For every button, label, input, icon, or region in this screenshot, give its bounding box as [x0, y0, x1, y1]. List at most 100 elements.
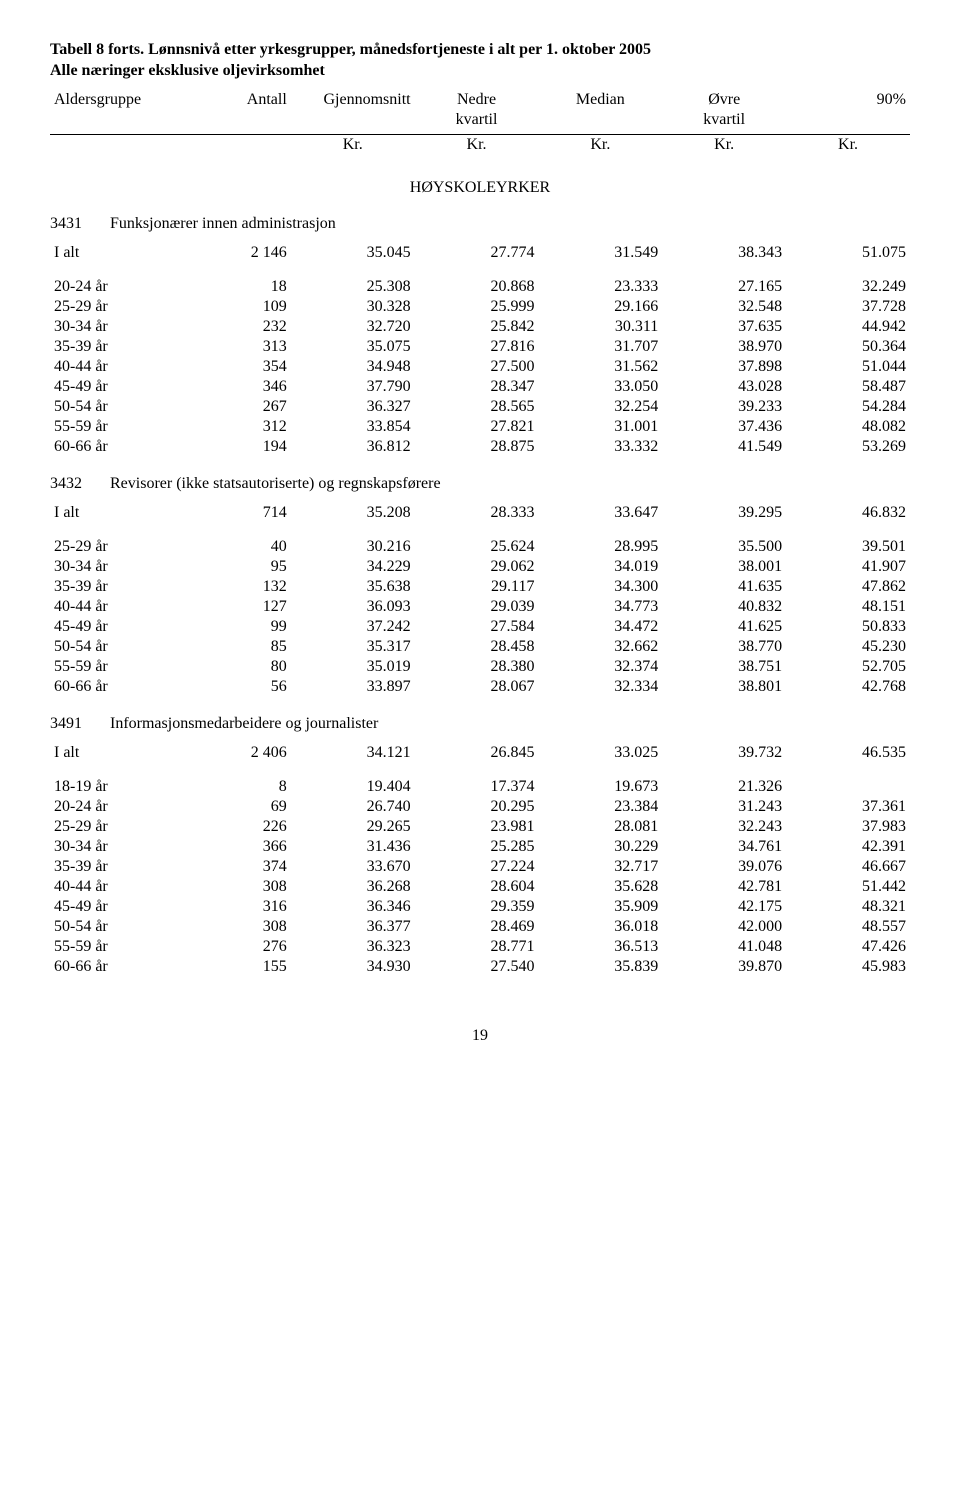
cell: 32.374	[538, 657, 662, 677]
cell: 34.472	[538, 617, 662, 637]
cell: 45-49 år	[50, 897, 170, 917]
cell: 28.995	[538, 537, 662, 557]
cell: 32.717	[538, 857, 662, 877]
cell: 69	[170, 797, 290, 817]
cell: 37.983	[786, 817, 910, 837]
cell: 46.535	[786, 743, 910, 763]
table-row: 60-66 år5633.89728.06732.33438.80142.768	[50, 677, 910, 697]
cell: 37.790	[291, 377, 415, 397]
cell: 20-24 år	[50, 797, 170, 817]
table-row: 45-49 år34637.79028.34733.05043.02858.48…	[50, 377, 910, 397]
cell: 29.166	[538, 297, 662, 317]
cell: 316	[170, 897, 290, 917]
group-code: 3431	[50, 215, 110, 233]
cell: 28.380	[415, 657, 539, 677]
cell: 35.045	[291, 243, 415, 263]
cell: 37.242	[291, 617, 415, 637]
cell: 37.436	[662, 417, 786, 437]
cell: 51.442	[786, 877, 910, 897]
cell: 32.662	[538, 637, 662, 657]
cell: 42.175	[662, 897, 786, 917]
cell: 40-44 år	[50, 357, 170, 377]
group-code: 3491	[50, 715, 110, 733]
table-row: 40-44 år30836.26828.60435.62842.78151.44…	[50, 877, 910, 897]
cell: 35-39 år	[50, 857, 170, 877]
cell: 25-29 år	[50, 537, 170, 557]
cell: 41.549	[662, 437, 786, 457]
cell: 36.093	[291, 597, 415, 617]
section-header: HØYSKOLEYRKER	[50, 179, 910, 197]
cell: 32.548	[662, 297, 786, 317]
cell: 25.285	[415, 837, 539, 857]
table-row: 35-39 år31335.07527.81631.70738.97050.36…	[50, 337, 910, 357]
table-row: 30-34 år23232.72025.84230.31137.63544.94…	[50, 317, 910, 337]
cell: 47.862	[786, 577, 910, 597]
cell: 2 406	[170, 743, 290, 763]
cell: 95	[170, 557, 290, 577]
page-number: 19	[50, 1027, 910, 1045]
cell: 36.513	[538, 937, 662, 957]
group-code: 3432	[50, 475, 110, 493]
table-row: 25-29 år10930.32825.99929.16632.54837.72…	[50, 297, 910, 317]
table-row: 40-44 år12736.09329.03934.77340.83248.15…	[50, 597, 910, 617]
group-header: 3431Funksjonærer innen administrasjon	[50, 215, 910, 233]
cell: 27.774	[415, 243, 539, 263]
cell: 85	[170, 637, 290, 657]
cell: 23.333	[538, 277, 662, 297]
cell: 31.549	[538, 243, 662, 263]
cell: 50-54 år	[50, 917, 170, 937]
cell: 36.018	[538, 917, 662, 937]
hdr-uq-bot: kvartil	[662, 110, 786, 130]
title-line-2: Alle næringer eksklusive oljevirksomhet	[50, 62, 325, 79]
cell: 42.768	[786, 677, 910, 697]
cell: 18	[170, 277, 290, 297]
cell: 155	[170, 957, 290, 977]
cell: 29.039	[415, 597, 539, 617]
cell: 39.233	[662, 397, 786, 417]
title-line-1: Tabell 8 forts. Lønnsnivå etter yrkesgru…	[50, 41, 651, 58]
cell: 35.317	[291, 637, 415, 657]
unit-1: Kr.	[291, 135, 415, 155]
cell: 32.334	[538, 677, 662, 697]
table-row: 18-19 år819.40417.37419.67321.326	[50, 777, 910, 797]
cell: 35-39 år	[50, 577, 170, 597]
cell: 38.970	[662, 337, 786, 357]
cell: 32.720	[291, 317, 415, 337]
cell: 27.500	[415, 357, 539, 377]
cell: 80	[170, 657, 290, 677]
cell: 31.001	[538, 417, 662, 437]
cell: 35.909	[538, 897, 662, 917]
cell: 41.907	[786, 557, 910, 577]
cell: 33.670	[291, 857, 415, 877]
cell: 313	[170, 337, 290, 357]
cell: 28.081	[538, 817, 662, 837]
table-row: 25-29 år4030.21625.62428.99535.50039.501	[50, 537, 910, 557]
table-row: 20-24 år1825.30820.86823.33327.16532.249	[50, 277, 910, 297]
cell: 346	[170, 377, 290, 397]
table-row: 50-54 år30836.37728.46936.01842.00048.55…	[50, 917, 910, 937]
cell: 35.628	[538, 877, 662, 897]
cell: 37.728	[786, 297, 910, 317]
cell: 46.667	[786, 857, 910, 877]
table-row: 35-39 år37433.67027.22432.71739.07646.66…	[50, 857, 910, 877]
cell: 45-49 år	[50, 617, 170, 637]
cell: 42.391	[786, 837, 910, 857]
group-header: 3432Revisorer (ikke statsautoriserte) og…	[50, 475, 910, 493]
table-row: 35-39 år13235.63829.11734.30041.63547.86…	[50, 577, 910, 597]
cell: 25.308	[291, 277, 415, 297]
cell: 35.500	[662, 537, 786, 557]
cell: 60-66 år	[50, 677, 170, 697]
cell: 37.635	[662, 317, 786, 337]
cell: 45.983	[786, 957, 910, 977]
cell: 28.333	[415, 503, 539, 523]
table-row: 60-66 år15534.93027.54035.83939.87045.98…	[50, 957, 910, 977]
hdr-lq-bot: kvartil	[415, 110, 539, 130]
cell: 27.165	[662, 277, 786, 297]
cell: 19.404	[291, 777, 415, 797]
cell: 267	[170, 397, 290, 417]
cell: 33.332	[538, 437, 662, 457]
cell: 17.374	[415, 777, 539, 797]
cell: 25.999	[415, 297, 539, 317]
cell: 42.781	[662, 877, 786, 897]
cell: 27.584	[415, 617, 539, 637]
